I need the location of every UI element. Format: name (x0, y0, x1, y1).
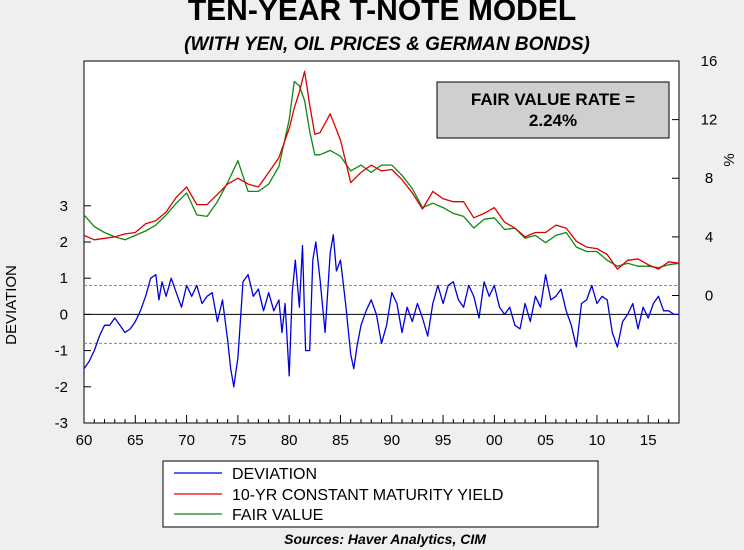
y-left-tick-label: 2 (60, 234, 68, 251)
chart-title: TEN-YEAR T-NOTE MODEL (187, 0, 577, 27)
x-tick-label: 60 (76, 432, 93, 449)
y-right-tick-label: 16 (701, 53, 718, 70)
legend-label-yield: 10-YR CONSTANT MATURITY YIELD (232, 487, 503, 504)
y-right-tick-label: 8 (705, 170, 713, 187)
x-tick-label: 85 (332, 432, 349, 449)
y-left-tick-label: -1 (55, 343, 68, 360)
y-right-tick-label: 12 (701, 112, 718, 129)
y-left-tick-label: 3 (60, 198, 68, 215)
chart-source: Sources: Haver Analytics, CIM (284, 531, 486, 547)
y-right-tick-label: 0 (705, 287, 713, 304)
legend-label-fair-value: FAIR VALUE (232, 507, 323, 524)
x-tick-label: 15 (640, 432, 657, 449)
annotation-line-1: FAIR VALUE RATE = (471, 90, 635, 109)
legend: DEVIATION 10-YR CONSTANT MATURITY YIELD … (162, 460, 599, 528)
y-left-tick-label: -3 (55, 415, 68, 432)
x-tick-label: 00 (486, 432, 503, 449)
x-tick-label: 10 (589, 432, 606, 449)
x-tick-label: 75 (230, 432, 247, 449)
y-left-tick-label: 1 (60, 270, 68, 287)
x-tick-label: 70 (178, 432, 195, 449)
x-tick-label: 05 (537, 432, 554, 449)
series-yield (83, 70, 680, 270)
y-left-tick-label: 0 (60, 306, 68, 323)
chart-subtitle: (WITH YEN, OIL PRICES & GERMAN BONDS) (184, 34, 590, 55)
y-right-axis-label: % (721, 153, 738, 166)
y-right-tick-label: 4 (705, 229, 713, 246)
x-tick-label: 80 (281, 432, 298, 449)
x-tick-label: 95 (435, 432, 452, 449)
annotation-box: FAIR VALUE RATE = 2.24% (436, 81, 670, 139)
x-tick-label: 65 (127, 432, 144, 449)
annotation-line-2: 2.24% (529, 111, 577, 130)
y-left-axis-label: DEVIATION (3, 265, 20, 345)
series-deviation (83, 234, 679, 388)
y-left-tick-label: -2 (55, 379, 68, 396)
x-tick-label: 90 (383, 432, 400, 449)
legend-label-deviation: DEVIATION (232, 466, 317, 483)
